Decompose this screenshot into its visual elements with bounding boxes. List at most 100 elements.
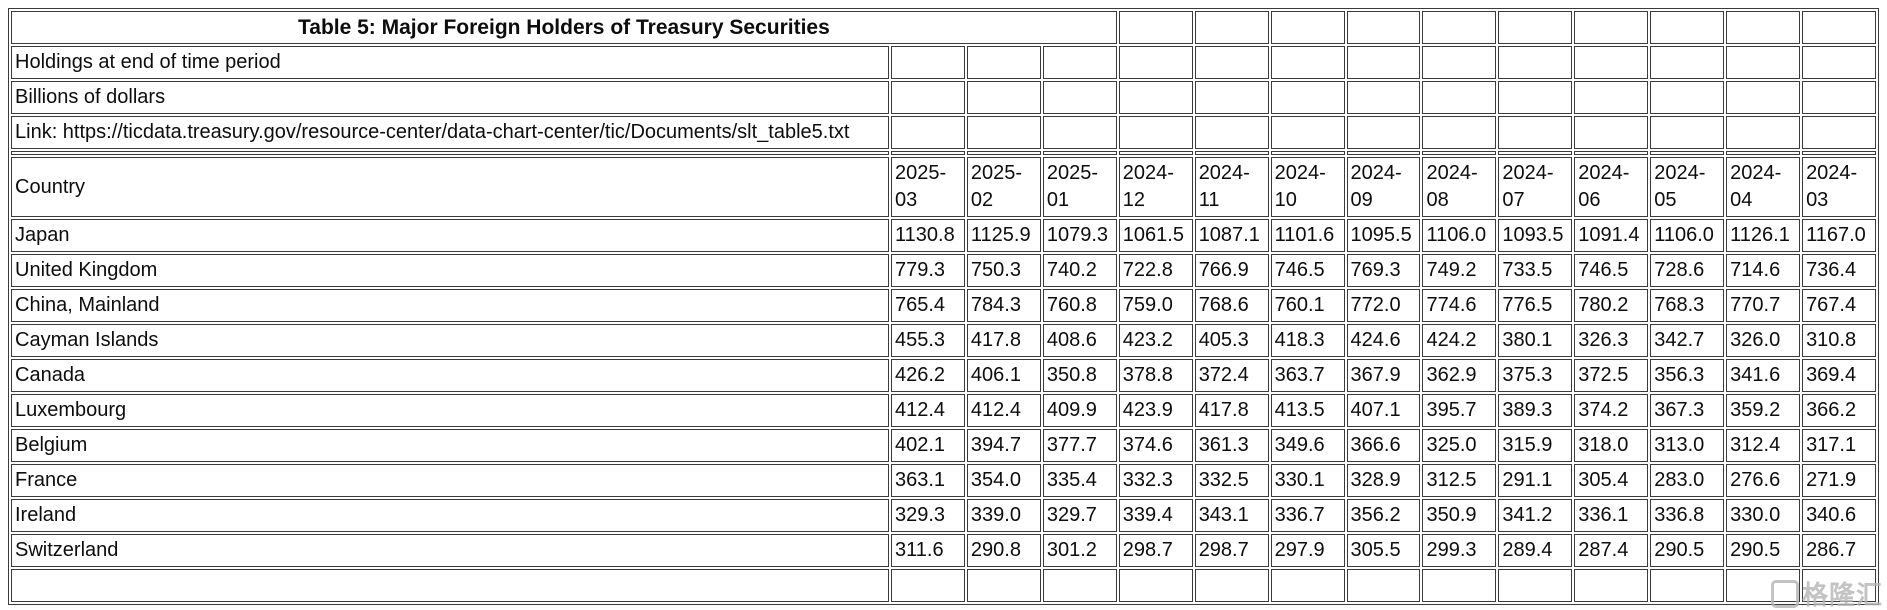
cutoff-row xyxy=(11,569,1876,602)
value-cell: 372.5 xyxy=(1574,359,1649,392)
value-cell: 310.8 xyxy=(1802,324,1876,357)
value-cell: 389.3 xyxy=(1498,394,1573,427)
value-cell: 339.0 xyxy=(966,499,1041,532)
value-cell: 354.0 xyxy=(966,464,1041,497)
value-cell: 318.0 xyxy=(1574,429,1649,462)
value-cell: 784.3 xyxy=(966,289,1041,322)
spacer-cell xyxy=(1650,151,1725,155)
value-cell: 286.7 xyxy=(1802,534,1876,567)
table-row: Cayman Islands 455.3 417.8 408.6 423.2 405.3 4… xyxy=(11,324,1876,357)
value-cell: 356.2 xyxy=(1346,499,1421,532)
empty-cell xyxy=(1574,81,1649,114)
empty-cell xyxy=(1346,569,1421,602)
value-cell: 291.1 xyxy=(1498,464,1573,497)
value-cell: 1079.3 xyxy=(1042,219,1117,252)
value-cell: 343.1 xyxy=(1194,499,1269,532)
country-cell: United Kingdom xyxy=(11,254,889,287)
country-cell: Switzerland xyxy=(11,534,889,567)
value-cell: 418.3 xyxy=(1270,324,1345,357)
empty-cell xyxy=(11,569,889,602)
empty-cell xyxy=(1270,11,1345,44)
spacer-cell xyxy=(891,151,965,155)
table-row: Switzerland 311.6 290.8 301.2 298.7 298.7 297.… xyxy=(11,534,1876,567)
empty-cell xyxy=(1574,569,1649,602)
value-cell: 301.2 xyxy=(1042,534,1117,567)
value-cell: 329.7 xyxy=(1042,499,1117,532)
table-title: Table 5: Major Foreign Holders of Treasu… xyxy=(11,11,1117,44)
spacer-cell xyxy=(1194,151,1269,155)
value-cell: 1106.0 xyxy=(1422,219,1497,252)
value-cell: 332.3 xyxy=(1118,464,1193,497)
empty-cell xyxy=(891,116,965,149)
value-cell: 736.4 xyxy=(1802,254,1876,287)
value-cell: 779.3 xyxy=(891,254,965,287)
value-cell: 455.3 xyxy=(891,324,965,357)
period-header-cell: 2024-04 xyxy=(1726,157,1801,217)
value-cell: 423.9 xyxy=(1118,394,1193,427)
value-cell: 780.2 xyxy=(1574,289,1649,322)
period-header-cell: 2025-02 xyxy=(966,157,1041,217)
empty-cell xyxy=(1574,46,1649,79)
value-cell: 367.9 xyxy=(1346,359,1421,392)
value-cell: 342.7 xyxy=(1650,324,1725,357)
value-cell: 1125.9 xyxy=(966,219,1041,252)
value-cell: 1106.0 xyxy=(1650,219,1725,252)
spacer-cell xyxy=(1270,151,1345,155)
value-cell: 315.9 xyxy=(1498,429,1573,462)
empty-cell xyxy=(1650,116,1725,149)
empty-cell xyxy=(1194,116,1269,149)
value-cell: 298.7 xyxy=(1118,534,1193,567)
value-cell: 363.1 xyxy=(891,464,965,497)
value-cell: 417.8 xyxy=(966,324,1041,357)
value-cell: 1061.5 xyxy=(1118,219,1193,252)
empty-cell xyxy=(1118,46,1193,79)
value-cell: 340.6 xyxy=(1802,499,1876,532)
spacer-cell xyxy=(1726,151,1801,155)
table-row: Belgium 402.1 394.7 377.7 374.6 361.3 349.6 366… xyxy=(11,429,1876,462)
spacer-cell xyxy=(1498,151,1573,155)
value-cell: 372.4 xyxy=(1194,359,1269,392)
value-cell: 417.8 xyxy=(1194,394,1269,427)
holders-table: Table 5: Major Foreign Holders of Treasu… xyxy=(8,8,1879,605)
value-cell: 297.9 xyxy=(1270,534,1345,567)
period-header-cell: 2024-03 xyxy=(1802,157,1876,217)
value-cell: 728.6 xyxy=(1650,254,1725,287)
page: Table 5: Major Foreign Holders of Treasu… xyxy=(8,8,1879,605)
value-cell: 356.3 xyxy=(1650,359,1725,392)
value-cell: 332.5 xyxy=(1194,464,1269,497)
empty-cell xyxy=(1650,46,1725,79)
value-cell: 350.9 xyxy=(1422,499,1497,532)
table-row: Ireland 329.3 339.0 329.7 339.4 343.1 336.7 356… xyxy=(11,499,1876,532)
empty-cell xyxy=(1346,46,1421,79)
value-cell: 1095.5 xyxy=(1346,219,1421,252)
value-cell: 714.6 xyxy=(1726,254,1801,287)
spacer-cell xyxy=(1042,151,1117,155)
empty-cell xyxy=(1498,11,1573,44)
country-cell: France xyxy=(11,464,889,497)
value-cell: 1101.6 xyxy=(1270,219,1345,252)
value-cell: 395.7 xyxy=(1422,394,1497,427)
empty-cell xyxy=(1726,116,1801,149)
empty-cell xyxy=(966,81,1041,114)
value-cell: 378.8 xyxy=(1118,359,1193,392)
country-cell: Cayman Islands xyxy=(11,324,889,357)
table-row: United Kingdom 779.3 750.3 740.2 722.8 766.9 7… xyxy=(11,254,1876,287)
empty-cell xyxy=(1194,81,1269,114)
value-cell: 412.4 xyxy=(891,394,965,427)
value-cell: 768.6 xyxy=(1194,289,1269,322)
empty-cell xyxy=(1042,116,1117,149)
value-cell: 746.5 xyxy=(1574,254,1649,287)
value-cell: 311.6 xyxy=(891,534,965,567)
value-cell: 1091.4 xyxy=(1574,219,1649,252)
empty-cell xyxy=(1042,81,1117,114)
value-cell: 366.6 xyxy=(1346,429,1421,462)
value-cell: 772.0 xyxy=(1346,289,1421,322)
period-header-cell: 2024-08 xyxy=(1422,157,1497,217)
value-cell: 750.3 xyxy=(966,254,1041,287)
country-cell: Luxembourg xyxy=(11,394,889,427)
empty-cell xyxy=(1726,81,1801,114)
value-cell: 394.7 xyxy=(966,429,1041,462)
period-header-cell: 2024-06 xyxy=(1574,157,1649,217)
value-cell: 369.4 xyxy=(1802,359,1876,392)
value-cell: 768.3 xyxy=(1650,289,1725,322)
